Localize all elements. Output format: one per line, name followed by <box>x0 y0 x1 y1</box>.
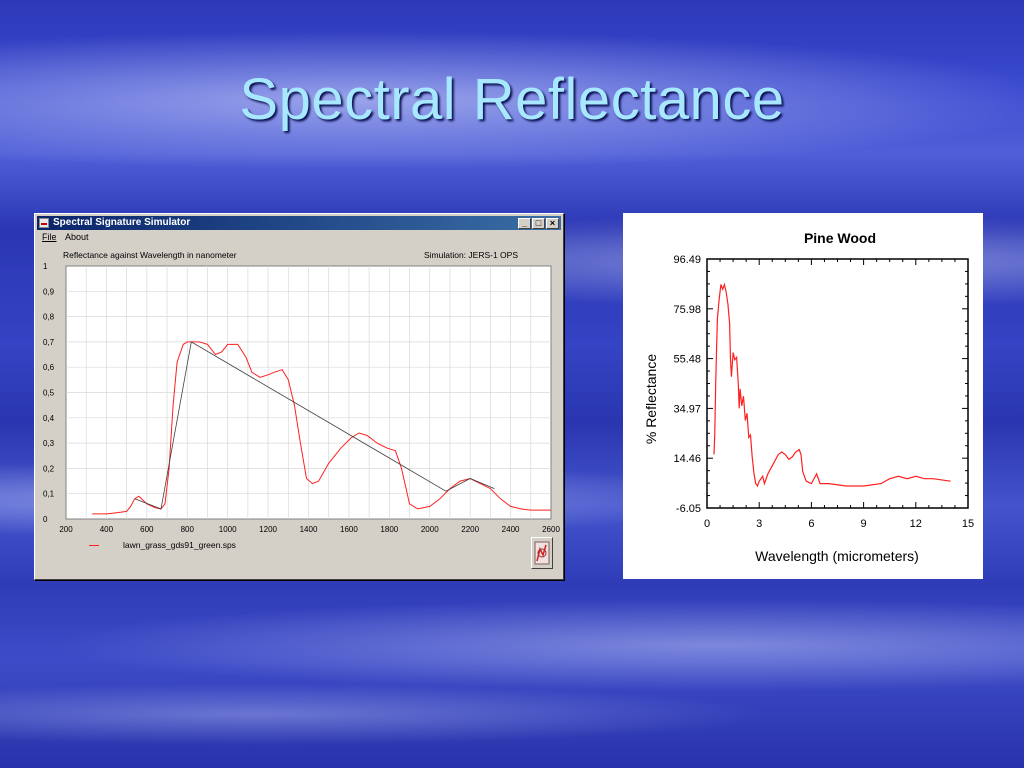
x-tick-label: 1800 <box>380 525 398 534</box>
y-tick-label: 0,8 <box>43 313 55 322</box>
pine-plot-frame <box>706 258 969 509</box>
menu-file[interactable]: File <box>42 232 57 242</box>
x-tick-label: 1400 <box>300 525 318 534</box>
pine-y-tick-label: 96.49 <box>673 254 701 266</box>
pine-x-tick-label: 12 <box>910 518 922 530</box>
pine-y-tick-label: 55.48 <box>673 354 701 366</box>
series-line-band-response <box>134 341 495 510</box>
legend-label: lawn_grass_gds91_green.sps <box>123 540 236 550</box>
y-tick-label: 0,4 <box>43 414 55 423</box>
x-tick-label: 600 <box>140 525 154 534</box>
pine-x-tick-label: 6 <box>808 518 814 530</box>
app-icon[interactable] <box>39 218 49 228</box>
simulator-logo-button[interactable] <box>531 537 553 569</box>
chart-header-label: Reflectance against Wavelength in nanome… <box>63 250 237 260</box>
menu-about[interactable]: About <box>65 232 89 242</box>
simulator-logo-icon <box>534 541 550 565</box>
x-tick-label: 400 <box>100 525 114 534</box>
pine-x-tick-label: 3 <box>756 518 762 530</box>
pine-series-line <box>713 282 951 488</box>
window-titlebar[interactable]: Spectral Signature Simulator _ □ × <box>37 216 561 230</box>
minimize-button[interactable]: _ <box>518 218 531 229</box>
y-tick-label: 0,3 <box>43 439 55 448</box>
x-tick-label: 1200 <box>259 525 277 534</box>
pine-x-tick-label: 15 <box>962 518 974 530</box>
pine-y-tick-label: 34.97 <box>673 403 701 415</box>
pine-y-axis-label: % Reflectance <box>643 353 659 445</box>
pine-y-tick-label: 75.98 <box>673 304 701 316</box>
slide-title: Spectral Reflectance <box>239 67 785 132</box>
x-tick-label: 2400 <box>502 525 520 534</box>
simulator-window: Spectral Signature Simulator _ □ × File … <box>34 213 564 580</box>
x-tick-label: 1600 <box>340 525 358 534</box>
close-button[interactable]: × <box>546 218 559 229</box>
close-icon: × <box>549 218 556 228</box>
pine-x-axis-label: Wavelength (micrometers) <box>755 548 919 564</box>
x-tick-label: 1000 <box>219 525 237 534</box>
y-tick-label: 0,2 <box>43 464 55 473</box>
x-tick-label: 200 <box>59 525 73 534</box>
window-title: Spectral Signature Simulator <box>53 217 191 228</box>
menubar: File About <box>37 231 561 243</box>
maximize-button[interactable]: □ <box>532 218 545 229</box>
pine-wood-chart: -6.05 14.46 34.97 55.48 75.98 96.49 0 3 6 9 12 15 <box>673 254 974 530</box>
y-tick-label: 0,7 <box>43 338 55 347</box>
pine-x-tick-label: 0 <box>704 518 710 530</box>
pine-y-tick-label: 14.46 <box>673 453 701 465</box>
y-tick-label: 0,1 <box>43 490 55 499</box>
series-line-lawn-grass <box>92 341 551 515</box>
x-tick-label: 2200 <box>461 525 479 534</box>
x-tick-label: 800 <box>181 525 195 534</box>
minimize-icon: _ <box>521 218 527 228</box>
x-tick-label: 2600 <box>542 525 560 534</box>
y-tick-label: 0 <box>43 515 48 524</box>
pine-y-tick-label: -6.05 <box>676 503 701 515</box>
y-tick-label: 1 <box>43 262 48 271</box>
maximize-icon: □ <box>535 218 542 228</box>
pine-x-tick-label: 9 <box>861 518 867 530</box>
pine-wood-panel: -6.05 14.46 34.97 55.48 75.98 96.49 0 3 6 9 12 15 P… <box>623 213 983 579</box>
y-tick-label: 0,5 <box>43 389 55 398</box>
y-tick-label: 0,6 <box>43 363 55 372</box>
pine-chart-title: Pine Wood <box>803 230 877 246</box>
simulation-label: Simulation: JERS-1 OPS <box>424 250 519 260</box>
y-tick-label: 0,9 <box>43 287 55 296</box>
x-tick-label: 2000 <box>421 525 439 534</box>
legend-swatch <box>89 545 99 546</box>
